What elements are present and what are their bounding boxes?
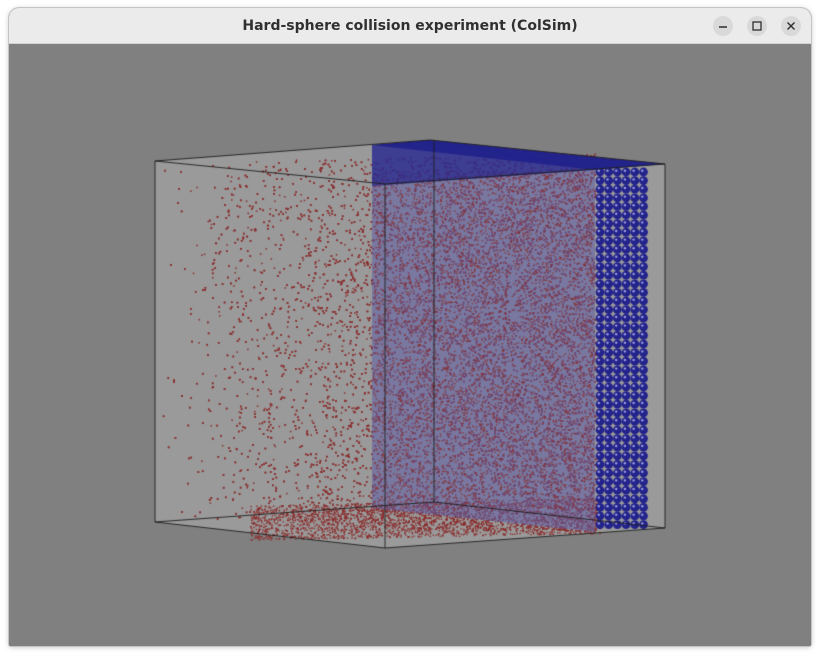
app-window: Hard-sphere collision experiment (ColSim… bbox=[9, 8, 811, 646]
close-icon bbox=[787, 22, 795, 30]
minimize-icon bbox=[719, 26, 727, 28]
maximize-button[interactable] bbox=[747, 16, 767, 36]
simulation-canvas[interactable] bbox=[9, 44, 811, 646]
minimize-button[interactable] bbox=[713, 16, 733, 36]
window-title: Hard-sphere collision experiment (ColSim… bbox=[242, 18, 578, 34]
maximize-icon bbox=[752, 21, 762, 31]
close-button[interactable] bbox=[781, 16, 801, 36]
simulation-viewport[interactable] bbox=[9, 44, 811, 646]
title-bar[interactable]: Hard-sphere collision experiment (ColSim… bbox=[9, 8, 811, 44]
